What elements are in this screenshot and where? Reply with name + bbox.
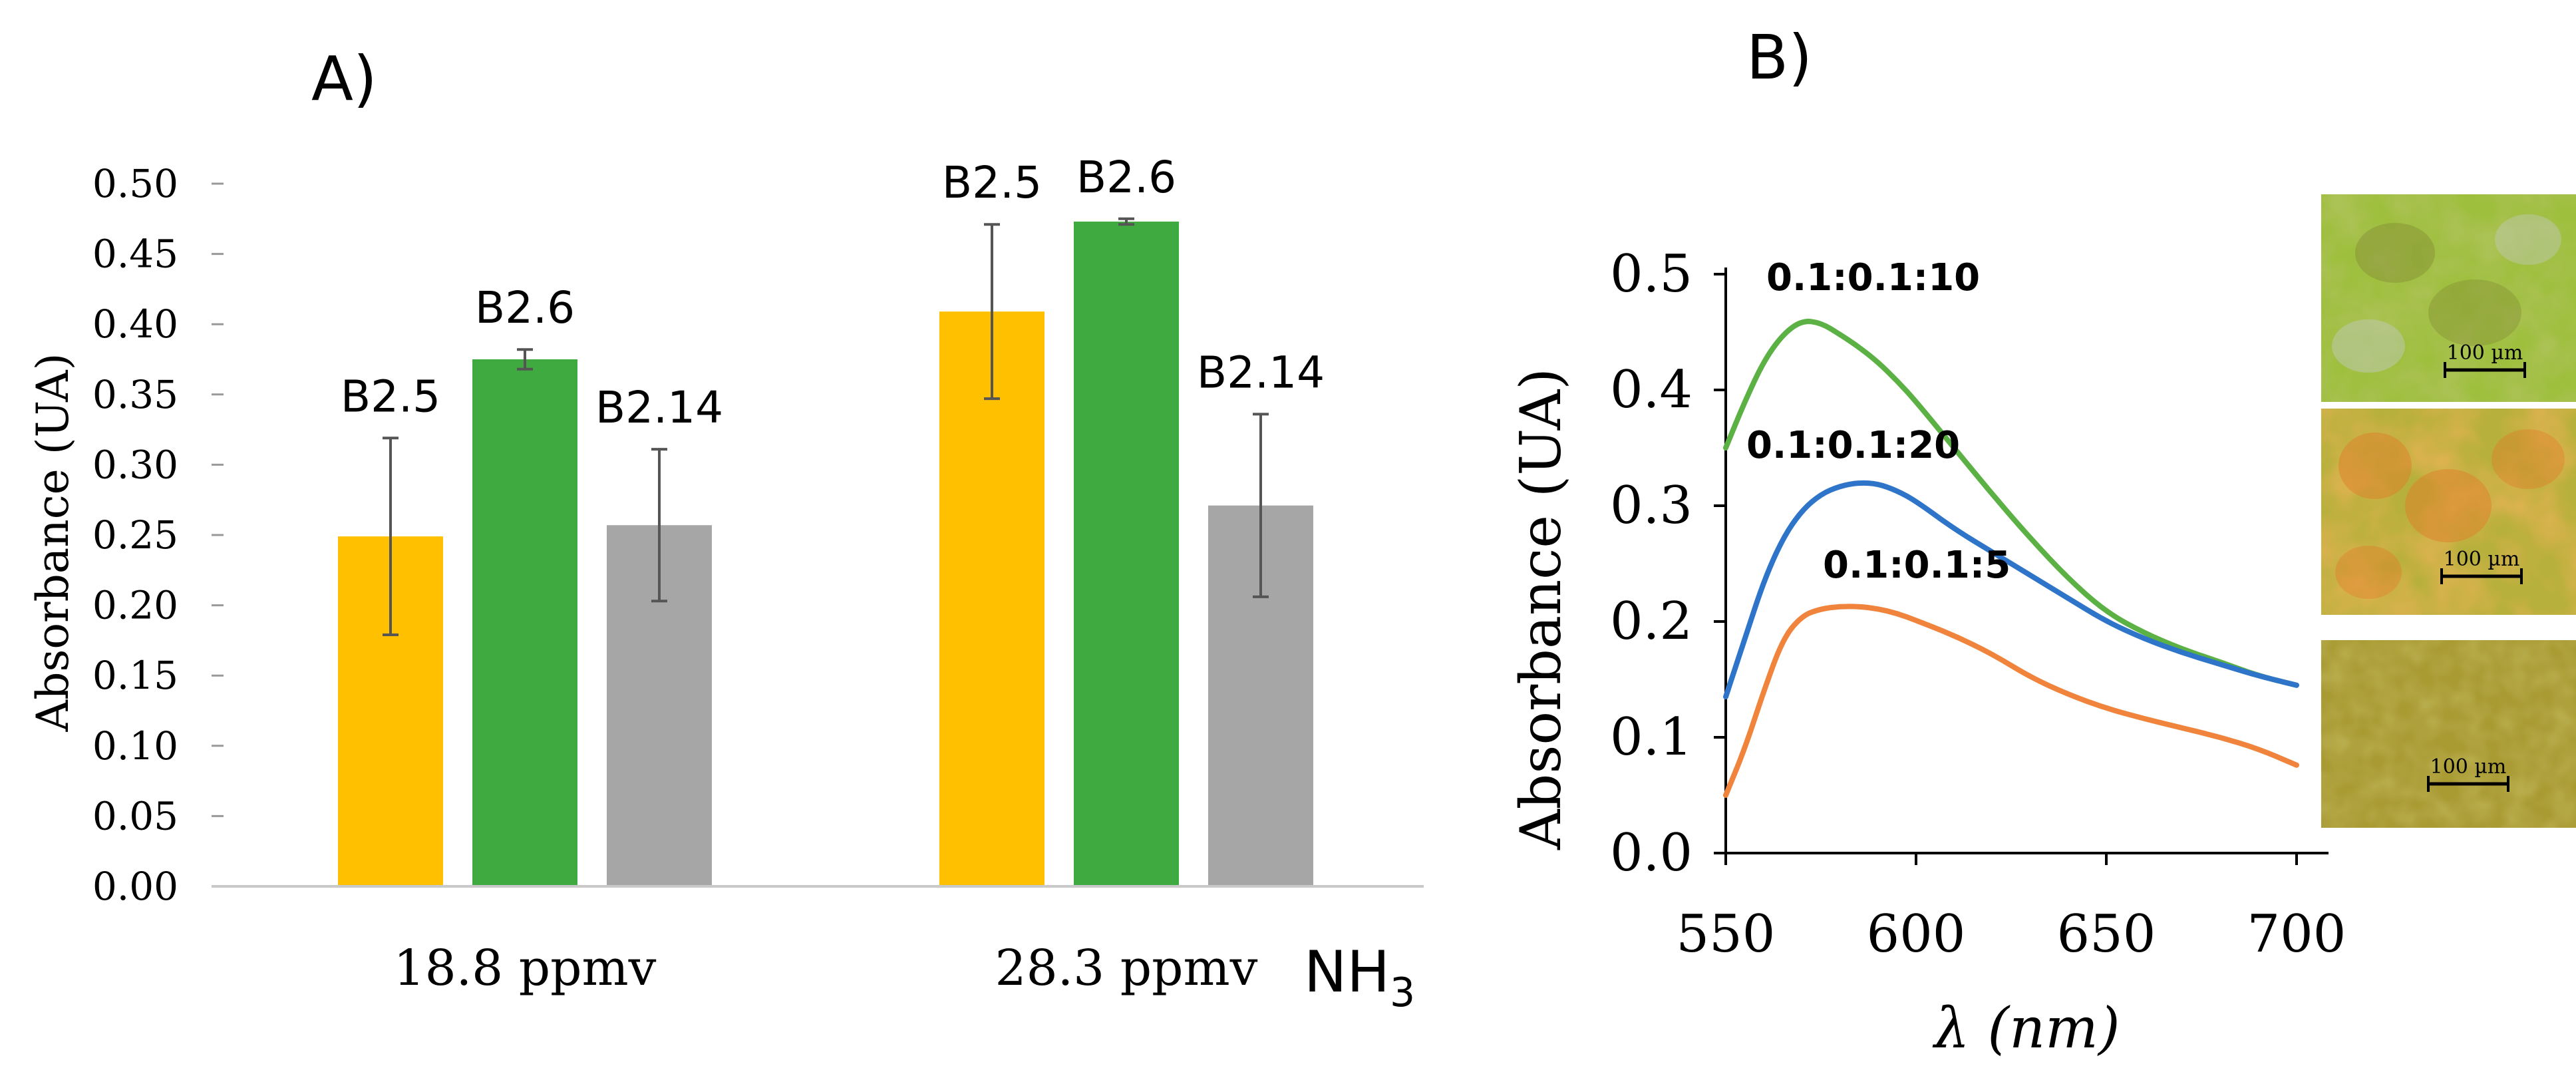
line-y-tick-label: 0.2 (1610, 592, 1692, 651)
bar-y-tick-label: 0.00 (92, 864, 178, 909)
annotation-ratio-20: 0.1:0.1:20 (1746, 424, 1960, 467)
line-y-tick-label: 0.5 (1610, 244, 1692, 304)
bar-B2-5 (939, 311, 1045, 886)
scale-bar-label-2: 100 µm (2444, 548, 2520, 571)
series-line-0-1-0-1-10 (1723, 319, 2299, 688)
bar-data-label: B2.6 (1076, 152, 1176, 203)
line-x-tick-label: 600 (1867, 904, 1966, 964)
line-y-tick-label: 0.1 (1610, 707, 1692, 767)
micrograph-ratio-5: 100 µm (2321, 640, 2576, 828)
annotation-ratio-5: 0.1:0.1:5 (1823, 544, 2011, 587)
panel-b-label: B) (1746, 22, 1812, 93)
bar-data-label: B2.5 (341, 371, 440, 422)
bar-chart: Absorbance (UA) 0.00 0.05 0.10 0.15 0.20 0.25… (27, 152, 1424, 1016)
annotation-ratio-10: 0.1:0.1:10 (1766, 256, 1980, 299)
bar-y-tick-label: 0.20 (92, 583, 178, 628)
bar-y-tick-label: 0.40 (92, 301, 178, 347)
bar-y-tick-label: 0.10 (92, 723, 178, 769)
line-x-tick-label: 550 (1677, 904, 1776, 964)
bar-y-ticks: 0.00 0.05 0.10 0.15 0.20 0.25 0.30 0.35 0.40 0.45… (92, 161, 224, 909)
micrograph-ratio-10: 100 µm (2321, 194, 2576, 402)
bar-data-label: B2.14 (595, 382, 723, 433)
bar-B2-6 (472, 359, 577, 886)
bar-y-axis-label: Absorbance (UA) (27, 353, 79, 733)
bar-category-label: 28.3 ppmv (995, 940, 1257, 997)
scale-bar-label-1: 100 µm (2447, 341, 2523, 365)
bar-y-tick-label: 0.50 (92, 161, 178, 206)
line-y-tick-label: 0.4 (1610, 360, 1692, 420)
micrograph-strip: 100 µm 100 µm 100 µm (2321, 194, 2576, 828)
line-x-tick-label: 700 (2247, 904, 2346, 964)
line-series (1723, 319, 2299, 798)
line-x-tick-label: 650 (2057, 904, 2156, 964)
bar-series: B2.5 B2.6 B2.14 B2.5 B2.6 B2.14 (338, 152, 1325, 886)
line-y-tick-label: 0.0 (1610, 823, 1692, 883)
scale-bar-label-3: 100 µm (2430, 755, 2507, 779)
micrograph-ratio-20: 100 µm (2321, 409, 2576, 615)
line-x-axis-label: λ (nm) (1932, 995, 2120, 1061)
bar-y-tick-label: 0.30 (92, 442, 178, 487)
line-chart: Absorbance (UA) 0.0 0.1 0.2 0.3 0.4 0.5 550 60… (1508, 244, 2346, 1061)
bar-category-label: 18.8 ppmv (393, 940, 656, 997)
bar-data-label: B2.6 (475, 282, 575, 333)
bar-y-tick-label: 0.05 (92, 793, 178, 838)
bar-data-label: B2.5 (942, 157, 1042, 208)
line-y-tick-label: 0.3 (1610, 476, 1692, 536)
bar-y-tick-label: 0.35 (92, 372, 178, 417)
bar-y-tick-label: 0.15 (92, 653, 178, 698)
panel-a-label: A) (311, 43, 377, 114)
bar-B2-6 (1074, 222, 1179, 886)
line-y-axis-label: Absorbance (UA) (1508, 368, 1573, 850)
line-y-ticks: 0.0 0.1 0.2 0.3 0.4 0.5 (1610, 244, 1726, 883)
bar-y-tick-label: 0.45 (92, 232, 178, 277)
series-line-0-1-0-1-5 (1723, 604, 2299, 798)
line-x-ticks: 550 600 650 700 (1677, 853, 2346, 964)
bar-y-tick-label: 0.25 (92, 512, 178, 558)
bar-x-axis-label: NH3 (1304, 939, 1415, 1016)
bar-data-label: B2.14 (1197, 347, 1325, 398)
bar-category-labels: 18.8 ppmv 28.3 ppmv (393, 940, 1257, 997)
series-line-0-1-0-1-20 (1723, 480, 2299, 700)
